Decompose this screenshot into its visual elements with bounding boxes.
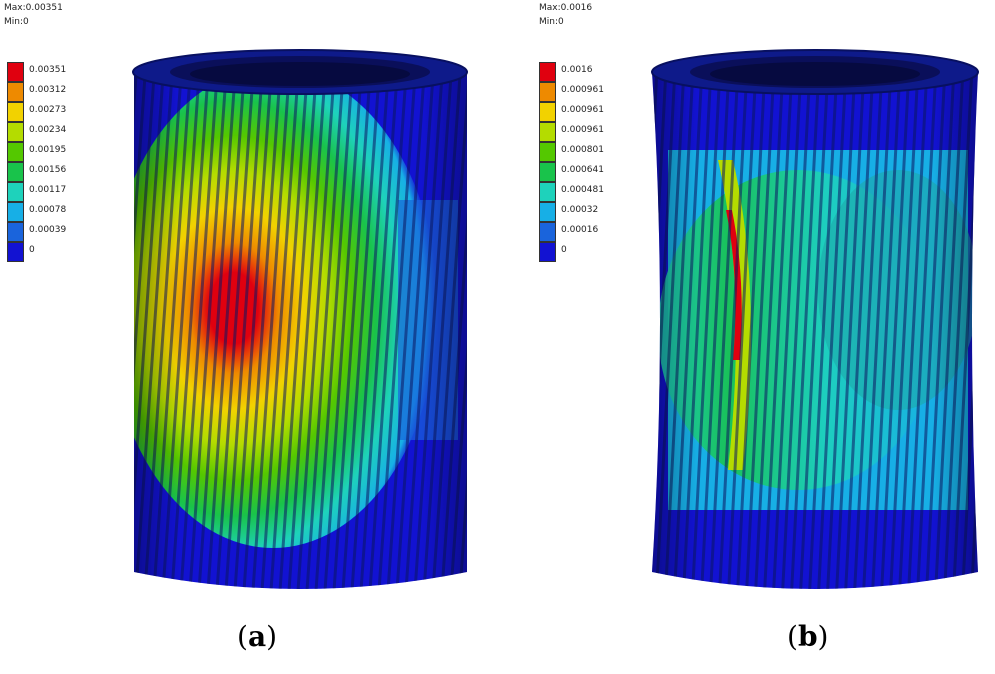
legend-label: 0.00351 [29, 65, 67, 75]
legend-entry: 0.00234 [7, 122, 127, 142]
max-label: Max:0.00351 [4, 3, 63, 13]
legend-entry: 0.00016 [539, 222, 659, 242]
legend-swatch [539, 182, 556, 202]
legend-swatch [539, 122, 556, 142]
legend-swatch [7, 102, 24, 122]
legend-swatch [539, 142, 556, 162]
legend-label: 0.0016 [561, 65, 593, 75]
legend-label: 0.00195 [29, 145, 67, 155]
legend-label: 0.00234 [29, 125, 67, 135]
legend-swatch [7, 242, 24, 262]
legend-entry: 0.000961 [539, 102, 659, 122]
legend-swatch [539, 102, 556, 122]
legend-entry: 0.000641 [539, 162, 659, 182]
legend-entry: 0.000961 [539, 122, 659, 142]
legend-swatch [7, 162, 24, 182]
legend-label: 0.00078 [29, 205, 67, 215]
legend-label: 0 [29, 245, 35, 255]
panel-caption: (a) [237, 620, 278, 653]
min-label: Min:0 [539, 17, 564, 27]
panel-caption: (b) [787, 620, 829, 653]
legend-swatch [7, 82, 24, 102]
caption-letter: a [247, 620, 267, 653]
min-label: Min:0 [4, 17, 29, 27]
legend-swatch [7, 122, 24, 142]
legend-entry: 0.000481 [539, 182, 659, 202]
legend-entry: 0.00039 [7, 222, 127, 242]
cylinder-contour-plot [132, 49, 468, 589]
cylinder-contour-plot [651, 49, 979, 589]
legend-label: 0.000961 [561, 105, 604, 115]
legend-entry: 0.00032 [539, 202, 659, 222]
panel-a: Max:0.00351 Min:0 0.00351 0.00312 0.0027… [0, 0, 497, 674]
legend-entry: 0 [7, 242, 127, 262]
legend-entry: 0.000801 [539, 142, 659, 162]
legend-entry: 0.00078 [7, 202, 127, 222]
legend-swatch [539, 222, 556, 242]
legend-label: 0 [561, 245, 567, 255]
legend-label: 0.00032 [561, 205, 599, 215]
legend-label: 0.00312 [29, 85, 67, 95]
legend-entry: 0.00312 [7, 82, 127, 102]
legend-swatch [539, 162, 556, 182]
legend-label: 0.000641 [561, 165, 604, 175]
legend-swatch [539, 242, 556, 262]
legend-swatch [539, 62, 556, 82]
legend-entry: 0.00117 [7, 182, 127, 202]
legend-entry: 0.00156 [7, 162, 127, 182]
caption-letter: b [797, 620, 818, 653]
legend-swatch [7, 142, 24, 162]
legend-label: 0.00273 [29, 105, 67, 115]
panel-b: Max:0.0016 Min:0 0.0016 0.000961 0.00096… [498, 0, 995, 674]
legend-swatch [7, 182, 24, 202]
max-min-readout: Max:0.0016 Min:0 [539, 1, 592, 29]
legend-label: 0.000961 [561, 125, 604, 135]
legend-entry: 0.00273 [7, 102, 127, 122]
legend-entry: 0.0016 [539, 62, 659, 82]
legend-swatch [7, 222, 24, 242]
legend-swatch [539, 202, 556, 222]
legend-entry: 0.00351 [7, 62, 127, 82]
max-min-readout: Max:0.00351 Min:0 [4, 1, 63, 29]
legend-label: 0.00117 [29, 185, 67, 195]
legend-entry: 0.000961 [539, 82, 659, 102]
legend-entry: 0 [539, 242, 659, 262]
legend-label: 0.000481 [561, 185, 604, 195]
legend-swatch [7, 202, 24, 222]
legend-label: 0.00016 [561, 225, 599, 235]
legend-label: 0.00039 [29, 225, 67, 235]
legend-label: 0.000801 [561, 145, 604, 155]
legend-swatch [7, 62, 24, 82]
legend-label: 0.000961 [561, 85, 604, 95]
legend-swatch [539, 82, 556, 102]
legend-label: 0.00156 [29, 165, 67, 175]
legend-entry: 0.00195 [7, 142, 127, 162]
max-label: Max:0.0016 [539, 3, 593, 13]
